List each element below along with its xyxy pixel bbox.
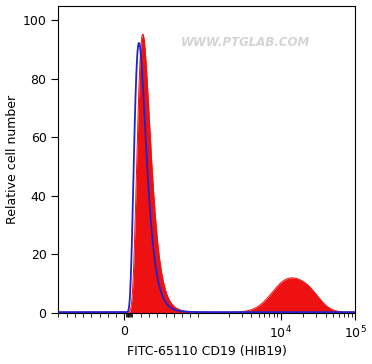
Y-axis label: Relative cell number: Relative cell number: [6, 95, 19, 224]
Text: WWW.PTGLAB.COM: WWW.PTGLAB.COM: [181, 36, 310, 49]
X-axis label: FITC-65110 CD19 (HIB19): FITC-65110 CD19 (HIB19): [127, 345, 287, 359]
